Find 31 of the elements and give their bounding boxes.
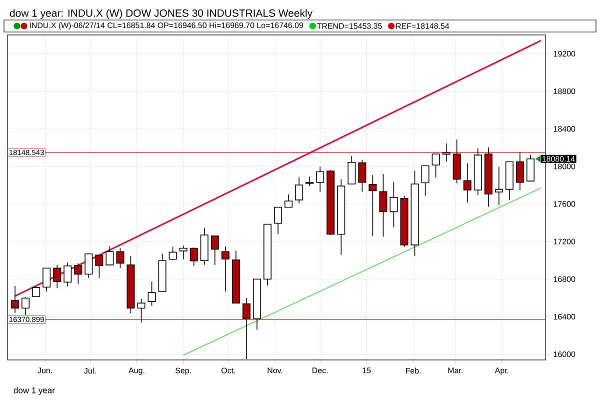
candlestick	[190, 248, 198, 266]
candlestick	[421, 165, 430, 196]
candlestick	[368, 174, 377, 236]
candlestick	[432, 154, 440, 178]
candlestick	[494, 166, 503, 206]
candlestick	[452, 138, 461, 184]
candlestick	[284, 194, 293, 208]
candlestick	[274, 206, 282, 235]
candlestick	[306, 176, 314, 186]
text: dow 1 year	[14, 387, 55, 395]
candlestick	[11, 285, 20, 314]
candlestick	[410, 170, 419, 256]
candlestick	[295, 176, 304, 204]
candlestick	[64, 262, 72, 287]
candlestick	[516, 151, 524, 190]
candlestick	[463, 162, 472, 204]
candlestick	[221, 246, 230, 292]
candlestick	[53, 264, 62, 289]
candlestick	[505, 161, 514, 200]
candlestick	[264, 224, 272, 286]
chart-title: dow 1 year: INDU.X (W) DOW JONES 30 INDUSTRIALS Weekly	[10, 9, 313, 19]
candlestick	[474, 148, 482, 196]
candlestick	[200, 227, 208, 266]
candlestick	[252, 278, 261, 330]
candlestick	[379, 174, 388, 238]
candlestick	[42, 268, 51, 292]
candlestick	[95, 254, 104, 279]
candlestick	[484, 146, 492, 208]
candlestick	[390, 181, 398, 228]
candlestick	[337, 178, 346, 256]
candlestick	[316, 166, 324, 192]
